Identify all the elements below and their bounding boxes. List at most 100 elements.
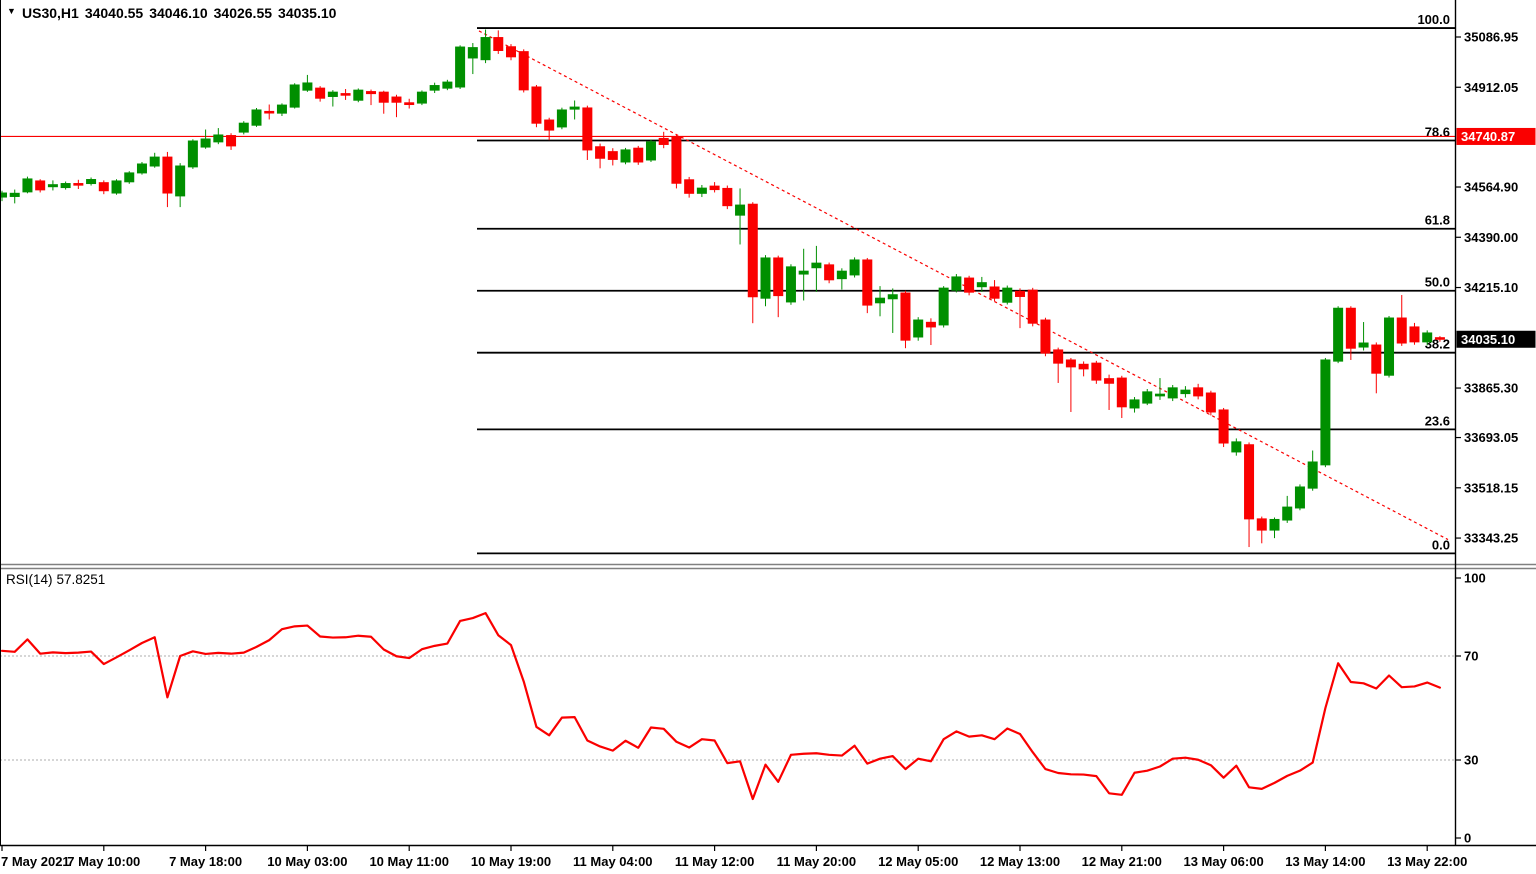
candle: [913, 317, 924, 341]
candle: [327, 90, 338, 107]
candle: [1358, 322, 1369, 351]
candle-body: [35, 180, 46, 191]
candle-body: [620, 149, 631, 163]
candle: [1053, 347, 1064, 383]
time-axis-label: 10 May 11:00: [369, 854, 449, 869]
candle: [1294, 484, 1305, 511]
candle: [429, 82, 440, 94]
price-axis-label: 34215.10: [1464, 280, 1518, 295]
candle: [1434, 336, 1445, 342]
candle-body: [1027, 289, 1038, 324]
candle: [47, 180, 58, 191]
candle-body: [684, 179, 695, 194]
candle-body: [518, 51, 529, 91]
candle: [467, 43, 478, 75]
candle-body: [506, 46, 516, 58]
candle-body: [1154, 393, 1165, 397]
candlestick-series: [0, 29, 1445, 548]
candle: [1384, 316, 1395, 378]
candle-body: [773, 257, 784, 297]
candle-body: [1104, 378, 1115, 384]
candle: [1193, 383, 1204, 400]
candle-body: [735, 204, 746, 216]
price-axis-label: 34912.05: [1464, 80, 1518, 95]
candle-body: [887, 294, 898, 300]
panel-splitter[interactable]: [0, 563, 1536, 570]
candle-body: [607, 151, 618, 160]
symbol-dropdown-icon[interactable]: ▼: [7, 6, 16, 16]
candle: [1167, 384, 1178, 402]
candle: [964, 275, 975, 296]
candle-body: [1358, 342, 1369, 348]
candle: [455, 45, 466, 89]
candle: [607, 148, 618, 166]
price-axis-label: 33343.25: [1464, 531, 1518, 546]
candle-body: [264, 110, 275, 114]
candle: [1345, 306, 1356, 360]
candle-body: [785, 266, 796, 303]
candle: [302, 74, 313, 92]
candle-body: [378, 91, 389, 103]
candle-body: [747, 203, 758, 298]
candle-body: [60, 183, 71, 189]
candle-body: [276, 104, 287, 114]
candle: [1422, 330, 1433, 346]
candle: [1078, 361, 1089, 377]
candle: [1269, 517, 1280, 539]
candle-body: [696, 187, 707, 194]
candle-body: [989, 286, 1000, 299]
candle-body: [1371, 344, 1382, 374]
rsi-axis-label: 0: [1464, 831, 1471, 846]
candle-body: [1384, 317, 1395, 376]
candle: [645, 139, 656, 162]
candle-body: [86, 179, 97, 185]
candle-body: [875, 297, 886, 304]
candle-body: [9, 192, 20, 197]
fibonacci-retracement: 100.078.661.850.038.223.60.0: [477, 12, 1455, 555]
candle-body: [760, 257, 771, 299]
candle-body: [811, 262, 822, 269]
candle: [556, 107, 567, 130]
candle: [582, 105, 593, 160]
candle: [136, 161, 147, 175]
candle: [836, 268, 847, 290]
candle-body: [1256, 518, 1267, 531]
candle-body: [149, 156, 160, 167]
candle-body: [493, 37, 504, 51]
candle-body: [289, 84, 300, 108]
candle-body: [200, 138, 211, 148]
candle-body: [1040, 319, 1051, 354]
candle-body: [136, 163, 147, 174]
hline-price-badge-bg: [1456, 127, 1536, 145]
price-axis-label: 33865.30: [1464, 381, 1518, 396]
candle: [35, 179, 46, 193]
candle-body: [824, 264, 835, 281]
rsi-level-lines: [0, 655, 1455, 761]
symbol-period-label: US30,H1: [22, 5, 79, 21]
candle: [773, 255, 784, 318]
candle-body: [1434, 337, 1445, 340]
candle: [1256, 516, 1267, 544]
candle: [1180, 386, 1191, 398]
candle-body: [938, 287, 949, 326]
candle: [1244, 442, 1255, 548]
candle: [938, 286, 949, 328]
candle-body: [849, 259, 860, 276]
candle-body: [1205, 392, 1216, 413]
candle-body: [442, 81, 453, 89]
candle: [1231, 438, 1242, 456]
candle: [98, 180, 109, 195]
candle: [760, 255, 771, 307]
price-axis-label: 35086.95: [1464, 30, 1518, 45]
price-axis-label: 34564.90: [1464, 180, 1518, 195]
candle: [416, 90, 427, 106]
descending-trendline[interactable]: [478, 30, 1449, 541]
candle-body: [1345, 307, 1356, 349]
candle-body: [175, 165, 186, 197]
candle-body: [111, 180, 122, 194]
candle-body: [1116, 377, 1127, 408]
candle: [875, 286, 886, 317]
candle: [925, 318, 936, 346]
price-axis: 35086.95 34912.05 34564.90 34390.00 34215.10…: [1455, 30, 1536, 546]
